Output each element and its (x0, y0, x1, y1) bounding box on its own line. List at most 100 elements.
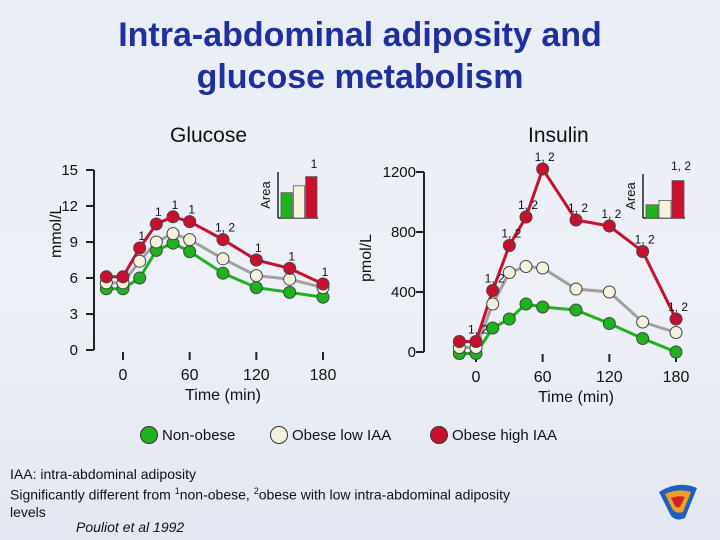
x-tick-label: 180 (310, 367, 337, 384)
inset-significance-label: 1, 2 (671, 159, 691, 173)
legend-swatch-non-obese (140, 426, 158, 444)
series-line-0 (459, 302, 677, 355)
data-point (636, 315, 650, 329)
slide-title: Intra-abdominal adiposity and glucose me… (0, 14, 720, 98)
data-point (283, 261, 297, 275)
significance-label: 1, 2 (601, 207, 621, 221)
data-point (216, 233, 230, 247)
inset-bar (305, 176, 318, 219)
data-point (183, 215, 197, 229)
data-point (249, 269, 263, 283)
inset-bar (645, 204, 659, 219)
y-tick-label: 400 (391, 284, 416, 301)
data-point (502, 266, 516, 279)
legend-item-obese-low: Obese low IAA (270, 424, 391, 446)
data-point (536, 300, 550, 314)
y-tick-label: 12 (61, 198, 78, 215)
y-tick-label: 6 (70, 270, 78, 287)
data-point (183, 245, 197, 259)
x-axis-label: Time (min) (538, 389, 614, 406)
legend-swatch-obese-high (430, 426, 448, 444)
data-point (669, 345, 683, 359)
data-point (133, 254, 147, 268)
significance-label: 1, 2 (668, 300, 688, 314)
significance-label: 1, 2 (518, 198, 538, 212)
series-line-1 (459, 264, 677, 349)
data-point (316, 277, 330, 291)
data-point (536, 162, 550, 176)
series-line-0 (106, 241, 324, 299)
inset-y-label: Area (623, 182, 638, 210)
footnote-sig-text-c: obese with low intra-abdominal adiposity (258, 486, 511, 503)
series-line-2 (459, 165, 678, 343)
significance-label: 1 (288, 249, 295, 263)
data-point (536, 261, 550, 275)
series-line-2 (106, 215, 324, 286)
footnote-abbreviation: IAA: intra-abdominal adiposity (10, 466, 196, 482)
inset-bar (671, 180, 685, 219)
y-tick-label: 1200 (383, 164, 416, 181)
data-point (99, 270, 113, 284)
footnote-sig-text-b: non-obese, (179, 486, 254, 503)
footnote-levels: levels (10, 504, 46, 520)
data-point (502, 312, 516, 326)
slide-title-line1: Intra-abdominal adiposity and (118, 16, 602, 54)
y-tick-label: 0 (408, 344, 416, 361)
inset-bar (292, 185, 306, 219)
data-point (519, 210, 533, 224)
data-point (669, 312, 683, 326)
data-point (502, 239, 516, 252)
legend-item-obese-high: Obese high IAA (430, 424, 557, 446)
significance-label: 1, 2 (535, 150, 555, 164)
data-point (149, 217, 163, 231)
data-point (249, 281, 263, 295)
data-point (133, 241, 147, 255)
data-point (602, 317, 616, 330)
data-point (486, 297, 500, 311)
data-point (669, 326, 683, 339)
data-point (569, 282, 583, 296)
significance-label: 1 (322, 265, 329, 279)
x-axis-label: Time (min) (185, 387, 261, 404)
significance-label: 1, 2 (215, 221, 235, 235)
y-tick-label: 800 (391, 224, 416, 241)
series-line-1 (106, 231, 324, 290)
x-tick-label: 120 (243, 367, 270, 384)
data-point (602, 285, 616, 299)
data-point (469, 335, 483, 348)
inset-bar (658, 199, 672, 219)
data-point (569, 303, 583, 317)
data-point (452, 335, 466, 348)
data-point (216, 266, 230, 280)
legend: Non-obese (140, 424, 235, 446)
data-point (636, 245, 650, 258)
y-tick-label: 3 (70, 306, 78, 323)
slide-title-line2: glucose metabolism (196, 58, 524, 96)
data-point (249, 253, 263, 267)
legend-label-non-obese: Non-obese (162, 426, 236, 444)
x-tick-label: 60 (181, 367, 199, 384)
data-point (486, 321, 500, 335)
footnote-sig-text-a: Significantly different from (10, 486, 175, 503)
data-point (519, 260, 533, 273)
significance-label: 1, 2 (485, 272, 505, 286)
legend-swatch-obese-low (270, 426, 288, 444)
data-point (283, 272, 297, 286)
footnote-sup-2: 2 (253, 486, 259, 496)
y-tick-label: 15 (61, 162, 78, 179)
y-tick-label: 9 (70, 234, 78, 251)
inset-significance-label: 1 (311, 157, 318, 171)
data-point (149, 235, 163, 249)
glucose-panel-title: Glucose (170, 124, 248, 147)
insulin-panel-title: Insulin (528, 124, 589, 147)
data-point (283, 285, 297, 299)
footnote-sup-1: 1 (174, 486, 180, 496)
significance-label: 1 (138, 229, 145, 243)
brand-logo-icon (659, 484, 697, 520)
significance-label: 1 (188, 203, 195, 217)
legend-label-obese-low: Obese low IAA (292, 426, 392, 444)
data-point (166, 210, 180, 224)
x-tick-label: 180 (663, 369, 690, 386)
data-point (133, 271, 147, 285)
